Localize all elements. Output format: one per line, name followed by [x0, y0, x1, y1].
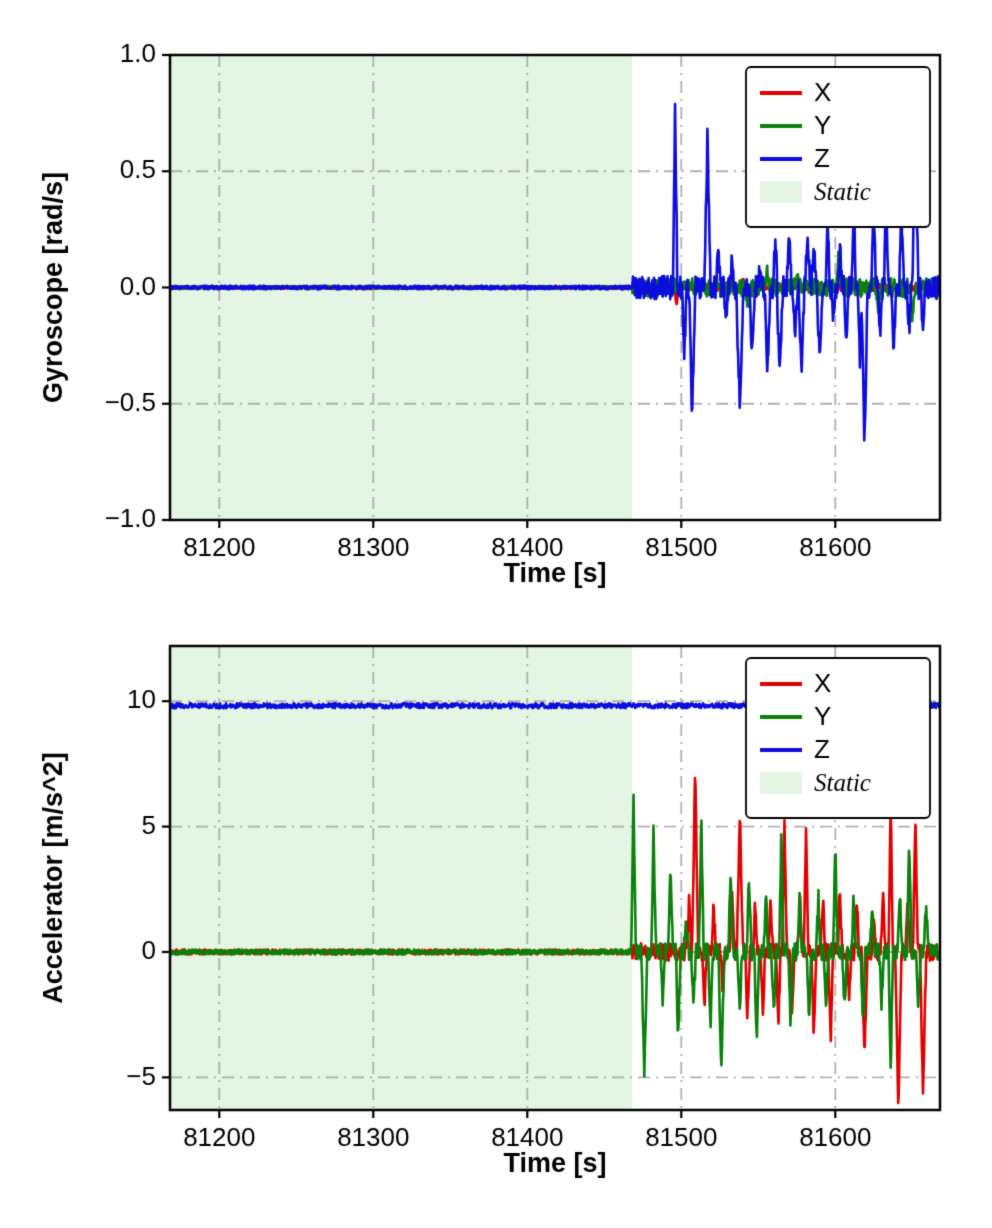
gyroscope-chart: [0, 0, 992, 614]
accelerometer-chart: [0, 614, 992, 1228]
